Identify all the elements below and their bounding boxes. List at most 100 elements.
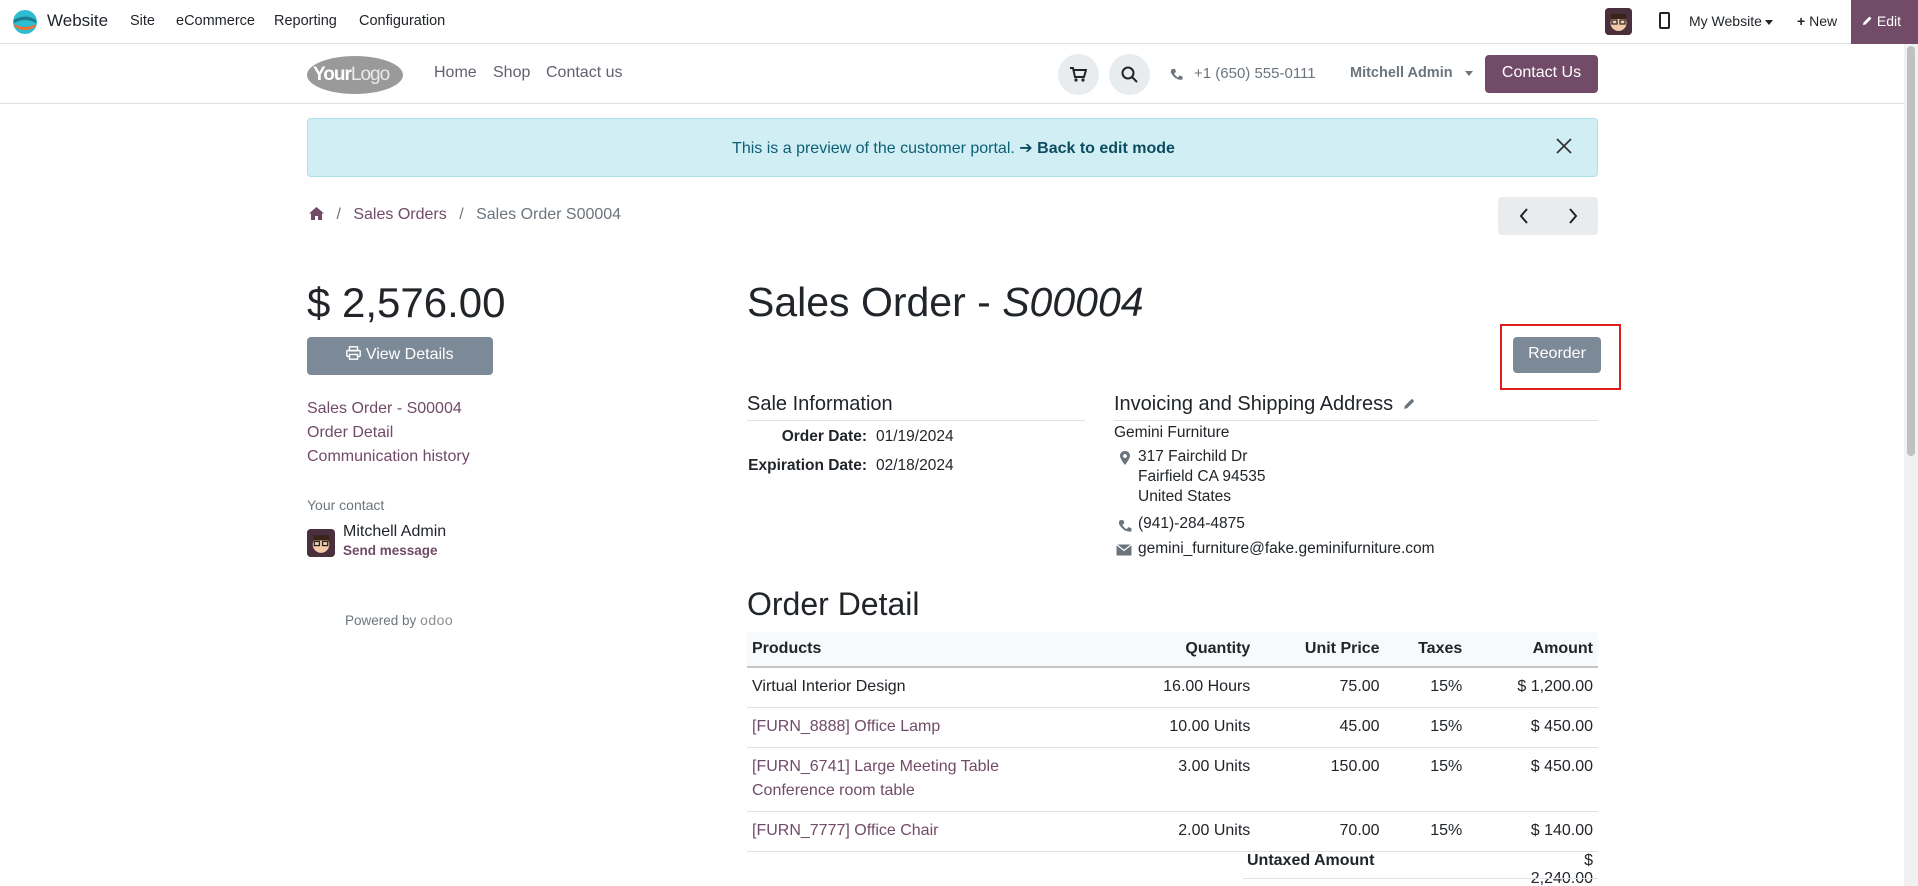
site-logo[interactable]: YourLogo [307,56,403,94]
phone-icon [1170,69,1183,80]
close-icon[interactable] [1555,137,1573,155]
taxes-cell: 15% [1384,707,1468,748]
product-link[interactable]: [FURN_6741] Large Meeting Table Conferenc… [747,747,1107,812]
send-message-link[interactable]: Send message [343,543,438,558]
table-header-row: Products Quantity Unit Price Taxes Amoun… [747,632,1598,668]
product-link[interactable]: [FURN_7777] Office Chair [747,811,1107,852]
home-icon[interactable] [309,207,324,220]
map-marker-icon [1120,451,1130,465]
view-details-label: View Details [365,346,454,363]
site-header: YourLogo Home Shop Contact us +1 (650) 5… [0,44,1918,104]
avatar-face-icon [1605,8,1632,35]
order-date-value: 01/19/2024 [876,428,954,445]
table-row: [FURN_8888] Office Lamp 10.00 Units 45.0… [747,707,1598,748]
plus-icon: + [1797,13,1806,29]
quantity-cell: 10.00 Units [1107,707,1256,748]
new-button[interactable]: + New [1797,13,1837,29]
menu-configuration[interactable]: Configuration [359,13,446,29]
unit-price-cell: 70.00 [1255,811,1385,852]
record-pager [1498,197,1598,235]
unit-price-cell: 150.00 [1255,747,1385,812]
mobile-preview-icon[interactable] [1659,12,1670,29]
cart-icon [1070,67,1087,82]
caret-down-icon [1464,70,1473,76]
portal-preview-alert: This is a preview of the customer portal… [307,118,1598,177]
address-city: Fairfield CA 94535 [1138,468,1266,485]
quantity-cell: 2.00 Units [1107,811,1256,852]
reorder-button[interactable]: Reorder [1513,337,1601,373]
amount-cell: $ 1,200.00 [1467,667,1598,708]
quantity-cell: 16.00 Hours [1107,667,1256,708]
taxes-cell: 15% [1384,811,1468,852]
order-detail-heading: Order Detail [747,586,920,622]
sidebar-link-order-detail[interactable]: Order Detail [307,424,394,441]
column-header: Unit Price [1255,632,1385,668]
column-header: Products [747,632,1107,668]
chevron-right-icon[interactable] [1568,208,1578,224]
menu-reporting[interactable]: Reporting [274,13,337,29]
product-link[interactable]: [FURN_8888] Office Lamp [747,707,1107,748]
edit-label: Edit [1876,13,1902,29]
table-row: [FURN_7777] Office Chair 2.00 Units 70.0… [747,811,1598,852]
product-description: Conference room table [752,782,915,799]
sale-information-heading: Sale Information [747,393,1085,421]
odoo-logo[interactable]: odoo [420,612,454,628]
nav-shop[interactable]: Shop [493,64,531,81]
page-title-prefix: Sales Order - [747,279,1003,325]
edit-button[interactable]: Edit [1851,0,1918,44]
alert-message: This is a preview of the customer portal… [308,138,1599,158]
contact-name: Mitchell Admin [343,523,447,540]
powered-by: Powered by odoo [345,612,453,628]
address-email: gemini_furniture@fake.geminifurniture.co… [1138,540,1435,557]
taxes-cell: 15% [1384,667,1468,708]
reorder-highlight [1500,324,1621,390]
search-button[interactable] [1109,54,1150,95]
view-details-button[interactable]: View Details [307,337,493,375]
address-phone: (941)-284-4875 [1138,515,1245,532]
address-heading: Invoicing and Shipping Address [1114,393,1598,421]
cart-button[interactable] [1058,54,1099,95]
product-name: Virtual Interior Design [747,667,1107,708]
user-menu-label: Mitchell Admin [1350,65,1453,81]
order-total-amount: $ 2,576.00 [307,279,506,326]
menu-site[interactable]: Site [130,13,155,29]
amount-cell: $ 140.00 [1467,811,1598,852]
column-header: Quantity [1107,632,1256,668]
envelope-icon [1116,544,1132,556]
quantity-cell: 3.00 Units [1107,747,1256,812]
address-country: United States [1138,488,1232,505]
page-scrollbar[interactable] [1904,44,1918,886]
logo-text-bold: Your [313,64,352,85]
scrollbar-thumb[interactable] [1907,46,1915,456]
untaxed-amount-label: Untaxed Amount [1247,852,1375,869]
table-row: [FURN_6741] Large Meeting Table Conferenc… [747,747,1598,812]
breadcrumb: / Sales Orders / Sales Order S00004 [309,206,621,224]
phone-icon [1118,520,1132,532]
header-phone[interactable]: +1 (650) 555-0111 [1194,65,1316,82]
your-contact-label: Your contact [307,497,385,513]
sidebar-link-communication-history[interactable]: Communication history [307,448,470,465]
order-lines-table: Products Quantity Unit Price Taxes Amoun… [747,632,1598,852]
contact-avatar [307,529,335,557]
breadcrumb-separator: / [459,206,464,223]
user-menu-dropdown[interactable]: Mitchell Admin [1350,65,1473,81]
nav-contact-us[interactable]: Contact us [546,64,623,81]
pencil-icon[interactable] [1403,397,1416,410]
page-title: Sales Order - S00004 [747,279,1144,326]
menu-ecommerce[interactable]: eCommerce [176,13,255,29]
my-website-dropdown[interactable]: My Website [1689,13,1773,29]
address-street: 317 Fairchild Dr [1138,448,1248,465]
table-row: Virtual Interior Design 16.00 Hours 75.0… [747,667,1598,708]
contact-us-button[interactable]: Contact Us [1485,55,1598,93]
back-to-edit-link[interactable]: ➔ Back to edit mode [1019,140,1175,157]
page-title-ref: S00004 [1002,279,1144,325]
user-avatar[interactable] [1605,8,1632,35]
sidebar-link-sales-order[interactable]: Sales Order - S00004 [307,400,462,417]
chevron-left-icon[interactable] [1519,208,1529,224]
app-name[interactable]: Website [47,11,109,30]
column-header: Amount [1467,632,1598,668]
nav-home[interactable]: Home [434,64,477,81]
my-website-label: My Website [1689,13,1762,29]
website-app-icon[interactable] [12,9,38,35]
breadcrumb-sales-orders[interactable]: Sales Orders [353,206,447,223]
